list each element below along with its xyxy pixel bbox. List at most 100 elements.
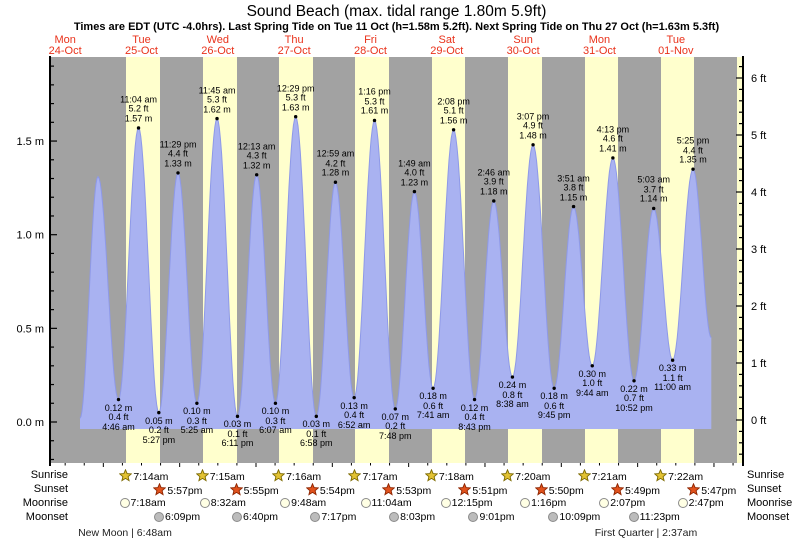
y-axis-right-tick-label: 2 ft [751, 301, 766, 313]
low-tide-annotation: 0.03 m 0.1 ft 6:11 pm [222, 420, 254, 449]
low-tide-annotation: 0.12 m 0.4 ft 4:46 am [102, 403, 135, 433]
moonset-event: 6:40pm [232, 511, 278, 523]
y-axis-left-tick-label: 1.0 m [16, 230, 44, 242]
annotation-line: 12:29 pm [276, 83, 315, 94]
annotation-line: 1.32 m [242, 160, 271, 171]
annotation-line: 1.62 m [203, 104, 231, 115]
moonset-time: 8:03pm [400, 511, 436, 523]
annotation-line: 1.35 m [679, 154, 707, 165]
sunset-event: 5:50pm [534, 482, 584, 499]
moonrise-circle-icon [440, 498, 451, 508]
sunrise-event: 7:14am [118, 468, 168, 485]
low-tide-annotation: 0.05 m 0.2 ft 5:27 pm [142, 416, 176, 446]
moonset-time: 6:40pm [243, 511, 279, 523]
moonrise-event: 2:07pm [599, 497, 645, 509]
day-date: 30-Oct [506, 44, 540, 57]
moonset-time: 9:01pm [479, 511, 515, 523]
annotation-line: 0.2 ft [148, 425, 169, 436]
moonrise-time: 2:07pm [610, 497, 646, 509]
sunrise-time: 7:18am [438, 471, 474, 483]
sunrise-star-icon [271, 468, 286, 485]
annotation-line: 1.28 m [321, 167, 350, 178]
annotation-line: 6:07 am [259, 425, 292, 436]
annotation-line: 0.1 ft [227, 428, 248, 439]
day-name: Sat [438, 34, 456, 46]
high-tide-annotation: 4:13 pm 4.6 ft 1.41 m [597, 125, 630, 154]
sunrise-row-label-right: Sunrise [747, 469, 785, 481]
sunset-star-icon [610, 482, 625, 499]
moonrise-time: 8:32am [210, 497, 246, 509]
annotation-line: 11:45 am [198, 85, 236, 96]
day-name: Mon [588, 34, 611, 46]
low-tide-annotation: 0.18 m 0.6 ft 7:41 am [417, 392, 450, 421]
annotation-line: 8:38 am [496, 399, 529, 410]
moonset-event: 7:17pm [310, 511, 356, 523]
daylight-band [202, 57, 237, 463]
moonset-circle-icon [310, 512, 321, 522]
day-date: 24-Oct [48, 44, 82, 57]
low-tide-annotation: 0.30 m 1.0 ft 9:44 am [576, 369, 609, 399]
moonrise-time: 1:16pm [531, 497, 567, 509]
sunrise-time: 7:17am [362, 471, 398, 483]
annotation-line: 1.41 m [599, 143, 627, 154]
low-tide-annotation: 0.18 m 0.6 ft 9:45 pm [538, 392, 571, 421]
sunset-event: 5:49pm [610, 482, 660, 499]
day-date: 25-Oct [124, 44, 158, 57]
high-tide-annotation: 5:25 pm 4.4 ft 1.35 m [677, 136, 710, 166]
annotation-line: 5.3 ft [364, 96, 385, 107]
day-date: 27-Oct [277, 44, 311, 57]
x-axis-day-label: Mon 24-Oct [49, 35, 82, 56]
annotation-line: 7:41 am [416, 410, 450, 421]
sunset-event: 5:54pm [305, 482, 355, 499]
y-axis-right-tick-label: 4 ft [751, 187, 766, 199]
low-tide-annotation: 0.24 m 0.8 ft 8:38 am [496, 381, 529, 410]
moonrise-row-label-left: Moonrise [22, 497, 68, 509]
moonrise-event: 12:15pm [440, 497, 492, 509]
sunset-star-icon [686, 482, 701, 499]
low-tide-annotation: 0.12 m 0.4 ft 8:43 pm [458, 403, 491, 433]
day-name: Wed [206, 34, 230, 46]
annotation-line: 1.56 m [439, 115, 468, 126]
annotation-line: 5:27 pm [142, 434, 176, 445]
x-axis-day-label: Wed 26-Oct [201, 35, 234, 56]
chart-subtitle: Times are EDT (UTC -4.0hrs). Last Spring… [73, 21, 720, 33]
day-name: Tue [132, 34, 151, 46]
low-tide-annotation: 0.10 m 0.3 ft 5:25 am [181, 407, 214, 436]
sunset-row-label-right: Sunset [747, 483, 782, 495]
x-axis-day-label: Tue 25-Oct [125, 35, 158, 56]
annotation-line: 9:45 pm [537, 410, 571, 421]
annotation-line: 6:52 am [337, 419, 371, 430]
annotation-line: 10:52 pm [615, 402, 653, 413]
sunrise-star-icon [195, 468, 210, 485]
x-axis-day-label: Thu 27-Oct [278, 35, 311, 56]
moon-phase-annotation: New Moon | 6:48am [78, 527, 172, 539]
moonrise-time: 7:18am [130, 497, 166, 509]
annotation-line: 1.33 m [164, 158, 192, 169]
high-tide-annotation: 12:13 am 4.3 ft 1.32 m [238, 142, 276, 171]
sunset-event: 5:47pm [686, 482, 736, 499]
sunrise-event: 7:22am [653, 468, 703, 485]
sunrise-event: 7:17am [348, 468, 398, 485]
moonrise-row-label-right: Moonrise [747, 497, 793, 509]
moonset-circle-icon [389, 512, 400, 522]
y-axis-left-tick-label: 0.0 m [16, 417, 44, 429]
high-tide-annotation: 12:59 am 4.2 ft 1.28 m [317, 149, 355, 179]
annotation-line: 11:00 am [654, 382, 692, 393]
high-tide-annotation: 11:45 am 5.3 ft 1.62 m [199, 86, 236, 115]
annotation-line: 5.2 ft [128, 103, 149, 114]
moonrise-circle-icon [199, 498, 210, 508]
chart-title: Sound Beach (max. tidal range 1.80m 5.9f… [246, 3, 547, 20]
moonrise-event: 11:04am [360, 497, 412, 509]
day-date: 01-Nov [658, 44, 694, 57]
moonrise-circle-icon [677, 498, 688, 508]
sunrise-star-icon [348, 468, 362, 485]
sunset-star-icon [229, 482, 243, 499]
daylight-band [279, 57, 313, 463]
day-name: Mon [54, 34, 76, 46]
moonset-row-label-left: Moonset [25, 511, 68, 523]
sunset-event: 5:55pm [229, 482, 279, 499]
annotation-line: 6:58 pm [300, 438, 333, 449]
x-axis-day-label: Sat 29-Oct [430, 35, 463, 56]
sunset-time: 5:49pm [624, 485, 660, 497]
